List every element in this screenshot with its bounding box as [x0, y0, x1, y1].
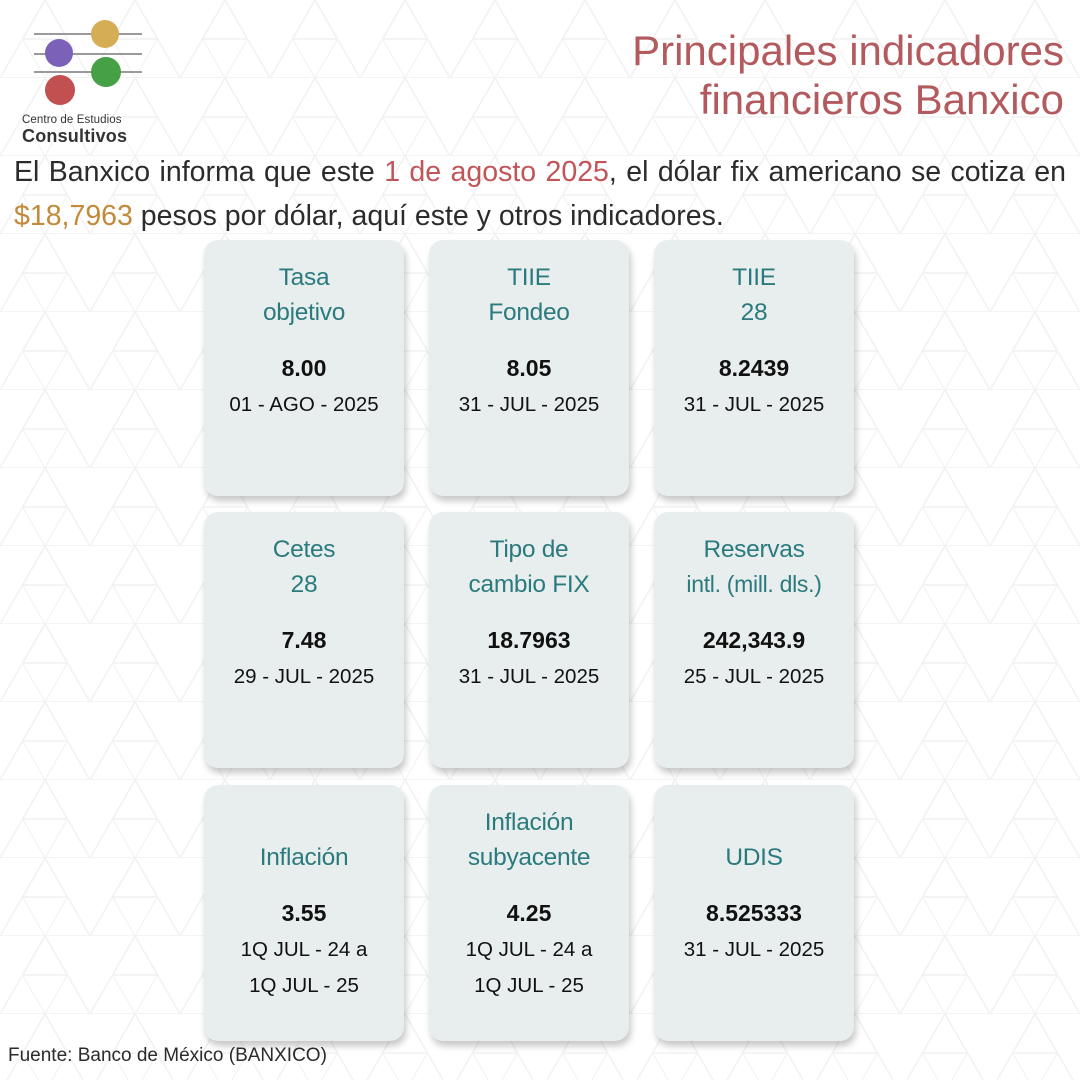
logo-text: Centro de Estudios Consultivos — [22, 114, 127, 145]
card-value: 4.25 — [506, 900, 552, 926]
card-date: 31 - JUL - 2025 — [683, 393, 825, 416]
card-date-2: 1Q JUL - 25 — [249, 974, 359, 997]
page-title-line-2: financieros Banxico — [699, 76, 1064, 123]
card-label-line-2: UDIS — [725, 844, 783, 871]
card-label-line-1: Tipo de — [489, 536, 569, 563]
card-label-line-2: subyacente — [467, 844, 591, 871]
logo-red-dot — [45, 75, 75, 105]
logo-gold-dot — [91, 20, 119, 48]
card-date: 31 - JUL - 2025 — [458, 665, 600, 688]
card-tasa-objetivo: Tasa objetivo 8.00 01 - AGO - 2025 — [204, 240, 404, 496]
intro-text-3: pesos por dólar, aquí este y otros indic… — [132, 200, 724, 232]
card-label-line-1: TIIE — [732, 264, 776, 291]
source-note: Fuente: Banco de México (BANXICO) — [8, 1045, 327, 1066]
card-udis: UDIS 8.525333 31 - JUL - 2025 — [654, 785, 854, 1041]
card-label-line-2: Fondeo — [488, 299, 570, 326]
card-label-line-1: Reservas — [703, 536, 805, 563]
page-title: Principales indicadores financieros Banx… — [424, 26, 1064, 124]
card-label-line-1: Cetes — [272, 536, 336, 563]
card-date: 31 - JUL - 2025 — [458, 393, 600, 416]
card-date: 1Q JUL - 24 a — [465, 938, 593, 961]
logo-icon — [34, 20, 142, 105]
card-value: 18.7963 — [487, 627, 571, 653]
card-inflacion-subyacente: Inflación subyacente 4.25 1Q JUL - 24 a … — [429, 785, 629, 1041]
card-value: 8.05 — [506, 355, 552, 381]
card-value: 8.00 — [281, 355, 327, 381]
card-date-2: 1Q JUL - 25 — [474, 974, 584, 997]
card-label-line-1: TIIE — [507, 264, 551, 291]
card-label-line-2: 28 — [290, 571, 318, 598]
card-date: 25 - JUL - 2025 — [683, 665, 825, 688]
card-date: 29 - JUL - 2025 — [233, 665, 375, 688]
intro-text-1: El Banxico informa que este — [14, 156, 385, 188]
card-value: 8.2439 — [718, 355, 790, 381]
card-label-line-2: Inflación — [259, 844, 349, 871]
card-label-line-2: cambio FIX — [468, 571, 590, 598]
card-value: 8.525333 — [706, 900, 802, 926]
card-label-line-2: intl. (mill. dls.) — [686, 571, 822, 597]
card-label-line-1: Tasa — [278, 264, 330, 291]
card-value: 3.55 — [281, 900, 327, 926]
card-label-line-2: objetivo — [262, 299, 346, 326]
card-tiie-28: TIIE 28 8.2439 31 - JUL - 2025 — [654, 240, 854, 496]
logo-line-1: Centro de Estudios — [22, 114, 122, 126]
card-reservas: Reservas intl. (mill. dls.) 242,343.9 25… — [654, 512, 854, 768]
card-label-line-1: Inflación — [484, 809, 574, 836]
intro-text-2: , el dólar fix americano se cotiza en — [608, 156, 1067, 188]
card-value: 242,343.9 — [702, 627, 806, 653]
card-value: 7.48 — [281, 627, 327, 653]
card-cetes-28: Cetes 28 7.48 29 - JUL - 2025 — [204, 512, 404, 768]
card-tipo-cambio-fix: Tipo de cambio FIX 18.7963 31 - JUL - 20… — [429, 512, 629, 768]
card-label-line-2: 28 — [740, 299, 768, 326]
logo-line-2: Consultivos — [22, 126, 128, 146]
logo-purple-dot — [45, 39, 73, 67]
card-date: 1Q JUL - 24 a — [240, 938, 368, 961]
card-tiie-fondeo: TIIE Fondeo 8.05 31 - JUL - 2025 — [429, 240, 629, 496]
intro-date: 1 de agosto 2025 — [384, 156, 609, 188]
card-date: 31 - JUL - 2025 — [683, 938, 825, 961]
card-inflacion: Inflación 3.55 1Q JUL - 24 a 1Q JUL - 25 — [204, 785, 404, 1041]
card-date: 01 - AGO - 2025 — [229, 393, 379, 416]
logo-green-dot — [91, 57, 121, 87]
intro-amount: $18,7963 — [14, 200, 133, 232]
page-title-line-1: Principales indicadores — [632, 27, 1064, 74]
intro-paragraph: El Banxico informa que este 1 de agosto … — [14, 150, 1066, 238]
